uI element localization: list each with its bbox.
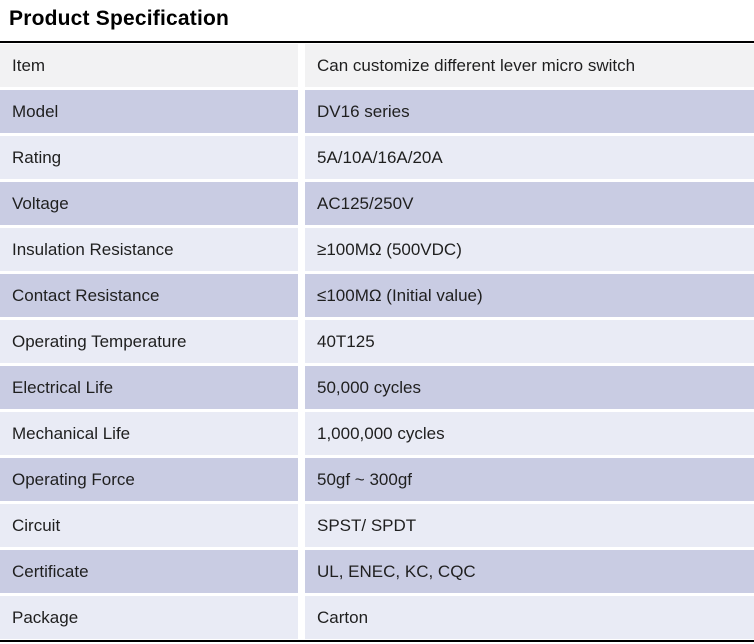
table-row-voltage: Voltage AC125/250V <box>0 182 754 225</box>
spec-label: Package <box>0 596 298 639</box>
spec-label: Electrical Life <box>0 366 298 409</box>
table-row-contact-resistance: Contact Resistance ≤100MΩ (Initial value… <box>0 274 754 317</box>
spec-label: Operating Temperature <box>0 320 298 363</box>
spec-label: Model <box>0 90 298 133</box>
table-row-operating-force: Operating Force 50gf ~ 300gf <box>0 458 754 501</box>
table-row-operating-temperature: Operating Temperature 40T125 <box>0 320 754 363</box>
table-row-model: Model DV16 series <box>0 90 754 133</box>
spec-value: 50,000 cycles <box>305 366 754 409</box>
spec-value: 1,000,000 cycles <box>305 412 754 455</box>
spec-label: Circuit <box>0 504 298 547</box>
spec-value: 50gf ~ 300gf <box>305 458 754 501</box>
table-row-insulation-resistance: Insulation Resistance ≥100MΩ (500VDC) <box>0 228 754 271</box>
table-row-rating: Rating 5A/10A/16A/20A <box>0 136 754 179</box>
spec-label: Insulation Resistance <box>0 228 298 271</box>
spec-label: Mechanical Life <box>0 412 298 455</box>
table-row-circuit: Circuit SPST/ SPDT <box>0 504 754 547</box>
title-bar: Product Specification <box>0 0 754 41</box>
table-row-item: Item Can customize different lever micro… <box>0 44 754 87</box>
spec-label: Operating Force <box>0 458 298 501</box>
table-row-package: Package Carton <box>0 596 754 639</box>
spec-value: 5A/10A/16A/20A <box>305 136 754 179</box>
table-row-electrical-life: Electrical Life 50,000 cycles <box>0 366 754 409</box>
page-title: Product Specification <box>9 7 230 30</box>
table-row-mechanical-life: Mechanical Life 1,000,000 cycles <box>0 412 754 455</box>
spec-value: ≤100MΩ (Initial value) <box>305 274 754 317</box>
spec-value: Carton <box>305 596 754 639</box>
spec-value: DV16 series <box>305 90 754 133</box>
spec-value: AC125/250V <box>305 182 754 225</box>
spec-value: Can customize different lever micro swit… <box>305 44 754 87</box>
table-row-certificate: Certificate UL, ENEC, KC, CQC <box>0 550 754 593</box>
spec-value: ≥100MΩ (500VDC) <box>305 228 754 271</box>
spec-value: UL, ENEC, KC, CQC <box>305 550 754 593</box>
spec-label: Contact Resistance <box>0 274 298 317</box>
spec-value: SPST/ SPDT <box>305 504 754 547</box>
spec-label: Certificate <box>0 550 298 593</box>
spec-label: Rating <box>0 136 298 179</box>
spec-value: 40T125 <box>305 320 754 363</box>
spec-label: Item <box>0 44 298 87</box>
spec-label: Voltage <box>0 182 298 225</box>
specification-table: Item Can customize different lever micro… <box>0 41 754 642</box>
